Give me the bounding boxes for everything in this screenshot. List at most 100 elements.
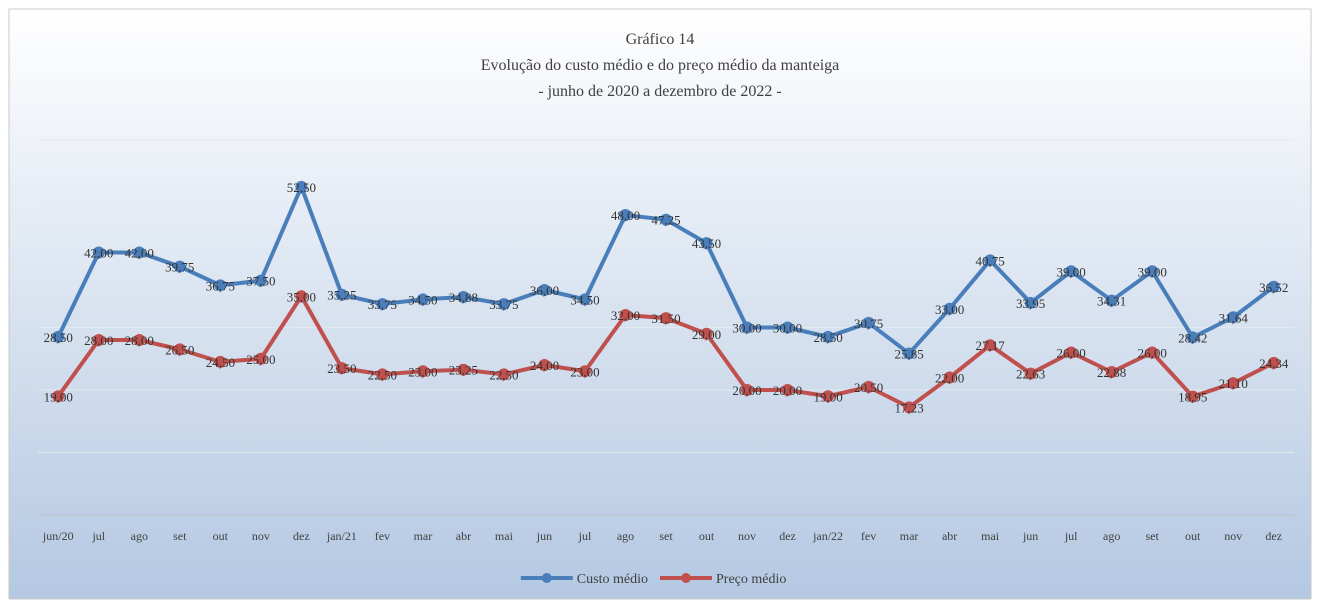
data-label: 23,25 [449, 363, 478, 378]
data-label: 28,00 [84, 333, 113, 348]
x-tick-label: set [1146, 529, 1160, 543]
data-label: 25,85 [894, 346, 923, 361]
data-point [1024, 367, 1037, 380]
data-point [173, 260, 186, 273]
data-label: 19,00 [44, 389, 73, 404]
chart-subtitle: Evolução do custo médio e do preço médio… [481, 57, 840, 74]
data-label: 23,00 [408, 364, 437, 379]
data-point [1105, 366, 1118, 378]
data-label: 28,50 [44, 330, 73, 345]
data-point [619, 209, 632, 221]
data-label: 35,25 [327, 288, 356, 303]
data-point [416, 293, 429, 306]
x-tick-label: set [173, 529, 187, 543]
data-label: 40,75 [976, 253, 1005, 268]
data-label: 33,75 [368, 297, 397, 312]
legend-label: Preço médio [716, 572, 786, 587]
data-label: 19,00 [813, 389, 842, 404]
x-tick-label: ago [131, 529, 148, 543]
x-tick-label: ago [1103, 529, 1120, 543]
data-label: 22,88 [1097, 365, 1126, 380]
x-tick-label: jan/21 [326, 529, 357, 543]
data-point [92, 334, 105, 346]
data-point [335, 362, 348, 375]
data-point [1227, 377, 1240, 390]
x-tick-label: fev [375, 529, 390, 543]
data-label: 39,00 [1057, 264, 1086, 279]
data-point [214, 279, 227, 292]
data-point [1065, 265, 1078, 278]
data-label: 17,23 [894, 400, 923, 415]
data-point [538, 359, 551, 371]
data-label: 20,50 [854, 380, 883, 395]
x-tick-label: mar [414, 529, 433, 543]
data-label: 30,00 [732, 321, 761, 336]
legend-marker [681, 573, 691, 583]
data-point [903, 401, 916, 414]
data-point [376, 298, 389, 311]
x-tick-label: out [213, 529, 229, 543]
x-tick-label: jul [91, 529, 105, 543]
data-label: 32,00 [611, 308, 640, 323]
x-tick-label: jul [1064, 529, 1078, 543]
data-label: 48,00 [611, 208, 640, 223]
data-label: 26,50 [165, 342, 194, 357]
x-tick-label: jul [578, 529, 592, 543]
data-label: 30,75 [854, 316, 883, 331]
data-label: 22,00 [935, 371, 964, 386]
data-point [92, 246, 105, 259]
data-point [254, 274, 267, 287]
x-tick-label: ago [617, 529, 634, 543]
data-label: 18,95 [1178, 390, 1207, 405]
x-tick-label: jun [536, 529, 552, 543]
data-label: 28,42 [1178, 330, 1207, 345]
data-point [660, 312, 672, 325]
x-tick-label: jun [1022, 529, 1038, 543]
data-label: 31,64 [1219, 310, 1249, 325]
data-point [862, 380, 875, 393]
data-point [52, 330, 65, 343]
data-label: 34,50 [408, 292, 437, 307]
data-point [416, 365, 429, 378]
data-point [254, 352, 267, 365]
data-point [578, 293, 591, 306]
data-label: 24,50 [206, 355, 235, 370]
data-label: 24,00 [530, 358, 559, 373]
data-label: 36,52 [1259, 280, 1288, 295]
data-point [295, 290, 308, 303]
x-tick-label: abr [456, 529, 471, 543]
x-tick-label: out [699, 529, 715, 543]
data-point [781, 384, 794, 396]
data-label: 23,50 [327, 361, 356, 376]
x-tick-label: set [659, 529, 673, 543]
data-label: 47,25 [651, 213, 680, 228]
data-label: 39,00 [1138, 264, 1167, 279]
data-point [173, 343, 186, 356]
data-point [52, 390, 65, 403]
data-label: 28,00 [125, 333, 154, 348]
data-point [1267, 280, 1280, 293]
data-label: 52,50 [287, 180, 316, 195]
data-point [497, 368, 510, 381]
data-point [1146, 265, 1159, 278]
data-label: 21,10 [1219, 376, 1248, 391]
data-point [1267, 356, 1280, 369]
data-label: 30,00 [773, 321, 802, 336]
data-point [943, 371, 956, 384]
data-label: 43,50 [692, 236, 721, 251]
data-point [862, 316, 875, 329]
data-point [295, 180, 308, 193]
x-tick-label: abr [942, 529, 957, 543]
data-label: 42,00 [84, 246, 113, 261]
data-point [660, 213, 672, 226]
x-tick-label: jun/20 [42, 529, 74, 543]
data-label: 39,75 [165, 260, 194, 275]
x-tick-label: out [1185, 529, 1201, 543]
data-label: 31,50 [651, 311, 680, 326]
data-point [1186, 390, 1199, 403]
data-point [133, 246, 146, 259]
data-label: 29,00 [692, 327, 721, 342]
data-label: 26,00 [1138, 346, 1167, 361]
data-point [214, 355, 227, 368]
